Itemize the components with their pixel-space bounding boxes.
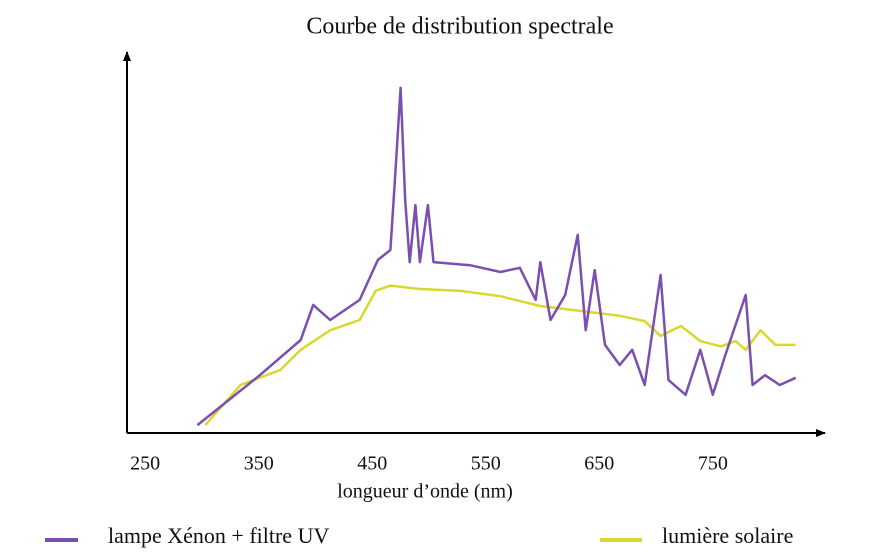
legend-label: lampe Xénon + filtre UV xyxy=(108,523,329,548)
x-tick-label: 350 xyxy=(244,453,274,475)
x-tick-label: 450 xyxy=(357,453,387,475)
chart-title: Courbe de distribution spectrale xyxy=(306,14,613,40)
x-tick-label: 650 xyxy=(584,453,614,475)
x-tick-label: 750 xyxy=(698,453,728,475)
x-tick-label: 250 xyxy=(130,453,160,475)
x-tick-label: 550 xyxy=(471,453,501,475)
x-axis-label: longueur d’onde (nm) xyxy=(337,481,513,503)
legend-label: lumière solaire xyxy=(662,523,793,548)
series-line xyxy=(196,86,797,427)
series-line xyxy=(204,284,796,426)
